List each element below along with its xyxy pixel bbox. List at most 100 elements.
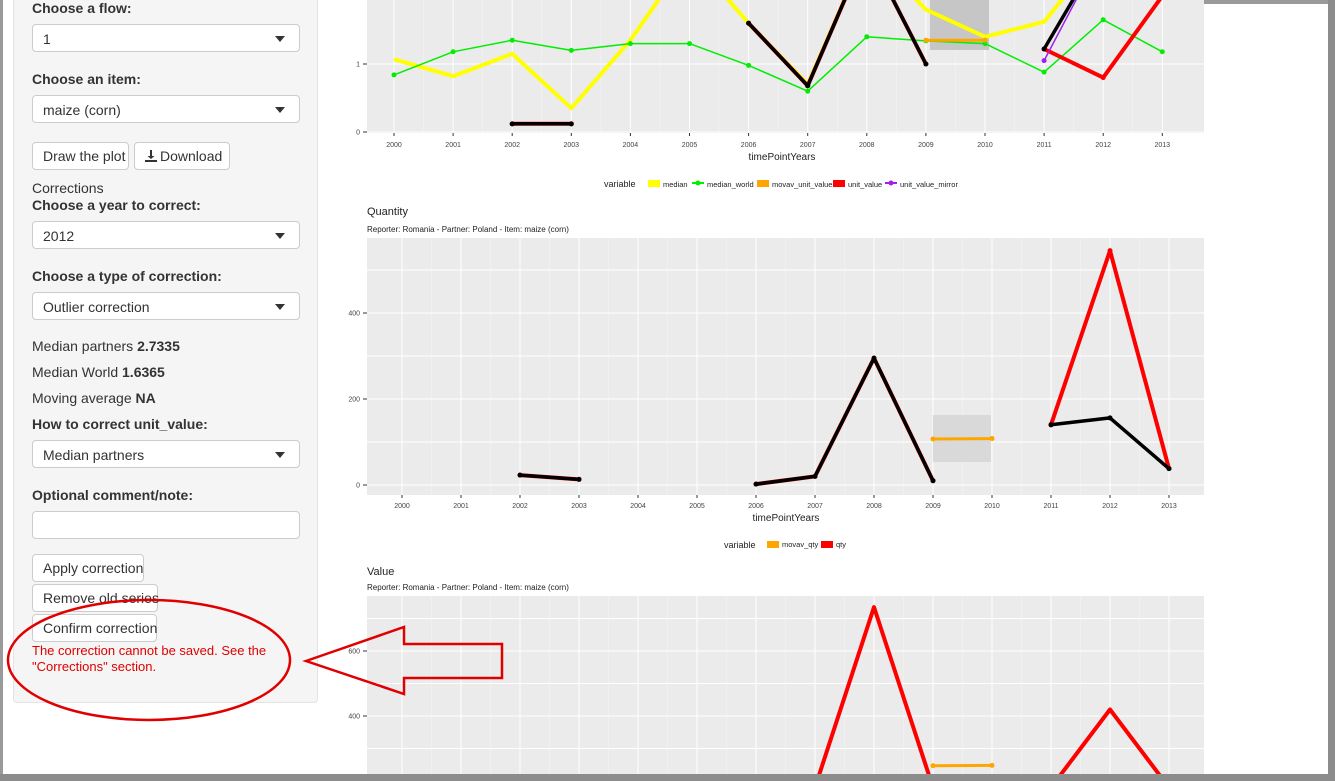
data-point-qty_old <box>812 473 818 479</box>
moving-average-label: Moving average <box>32 390 132 406</box>
unit-value-xlabel: timePointYears <box>749 152 816 163</box>
data-point-qty_old <box>1048 422 1054 428</box>
unit-value-series <box>391 0 1165 127</box>
x-tick-label: 2004 <box>630 503 646 510</box>
legend-key-median-world-point <box>695 180 701 186</box>
median-world-label: Median World <box>32 364 119 380</box>
x-tick-label: 2006 <box>748 503 764 510</box>
data-point-median_world <box>1041 69 1047 75</box>
data-point-qty_old <box>930 478 936 484</box>
comment-input[interactable] <box>32 511 300 539</box>
how-to-correct-select[interactable]: Median partners <box>32 440 300 468</box>
data-point-qty_old <box>1166 466 1172 472</box>
unit-value-axes: 2000 2001 2002 2003 2004 2005 2006 2007 2008 2009… <box>356 62 1170 150</box>
median-world-value: 1.6365 <box>122 364 165 380</box>
data-point-unit_value_old <box>568 121 574 127</box>
y-tick-label: 0 <box>356 130 360 137</box>
data-point-median_world <box>568 47 574 53</box>
data-point-movav_unit_value <box>982 37 988 43</box>
data-point-qty <box>1107 248 1113 254</box>
legend-key-movav-qty <box>767 541 779 548</box>
data-point-unit_value_old <box>1041 46 1047 52</box>
correction-type-value: Outlier correction <box>43 299 150 315</box>
data-point-median_world <box>1100 17 1106 23</box>
data-point-unit_value_old <box>923 61 929 67</box>
quantity-series <box>517 248 1172 487</box>
data-point-median_world <box>687 41 692 47</box>
corrections-title: Corrections <box>32 180 104 196</box>
item-select[interactable]: maize (corn) <box>32 95 300 123</box>
flow-select[interactable]: 1 <box>32 24 300 52</box>
x-tick-label: 2006 <box>741 142 757 149</box>
legend-median-world: median_world <box>707 180 754 189</box>
data-point-median_world <box>805 88 811 94</box>
median-partners-label: Median partners <box>32 338 134 354</box>
legend-key-movav <box>757 180 769 187</box>
quantity-title: Quantity <box>367 206 408 218</box>
data-point-qty_old <box>871 355 877 361</box>
x-tick-label: 2000 <box>386 142 402 149</box>
data-point-median_world <box>1159 49 1165 55</box>
data-point-qty_old <box>753 481 759 487</box>
series-line-unit_value_mirror <box>1043 0 1077 61</box>
flow-label: Choose a flow: <box>32 0 132 16</box>
chevron-down-icon <box>275 107 285 113</box>
data-point-unit_value_mirror <box>1041 58 1047 64</box>
data-point-unit_value <box>1100 75 1106 81</box>
quantity-legend: variable movav_qty qty <box>724 540 846 550</box>
window-frame-left <box>0 0 3 781</box>
x-tick-label: 2001 <box>453 503 469 510</box>
x-tick-label: 2003 <box>571 503 587 510</box>
data-point-unit_value_old <box>805 83 811 89</box>
x-tick-label: 2008 <box>866 503 882 510</box>
x-tick-label: 2013 <box>1155 142 1171 149</box>
y-tick-label: 200 <box>348 397 360 404</box>
x-tick-label: 2013 <box>1161 503 1177 510</box>
y-tick-label: 600 <box>348 649 360 656</box>
how-to-correct-label: How to correct unit_value: <box>32 416 208 432</box>
legend-key-median <box>648 180 660 187</box>
legend-unit-value: unit_value <box>848 180 882 189</box>
legend-qty: qty <box>836 540 846 549</box>
quantity-subtitle: Reporter: Romania - Partner: Poland - It… <box>367 225 569 234</box>
legend-movav-qty: movav_qty <box>782 540 819 549</box>
x-tick-label: 2011 <box>1043 503 1058 510</box>
data-point-qty_old <box>576 476 582 482</box>
median-world-text: Median World 1.6365 <box>32 364 165 380</box>
correction-type-select[interactable]: Outlier correction <box>32 292 300 320</box>
year-value: 2012 <box>43 228 75 244</box>
data-point-median_world <box>746 62 752 68</box>
x-tick-label: 2007 <box>807 503 823 510</box>
data-point-median_world <box>391 72 397 78</box>
value-subtitle: Reporter: Romania - Partner: Poland - It… <box>367 583 569 592</box>
data-point-qty_old <box>1107 415 1113 421</box>
apply-correction-button[interactable]: Apply correction <box>32 554 144 582</box>
series-line-median_world <box>393 19 1163 92</box>
chevron-down-icon <box>275 36 285 42</box>
value-series <box>817 605 1162 774</box>
legend-unit-value-mirror: unit_value_mirror <box>900 180 958 189</box>
median-partners-text: Median partners 2.7335 <box>32 338 180 354</box>
draw-plot-button[interactable]: Draw the plot <box>32 142 129 170</box>
median-partners-value: 2.7335 <box>137 338 180 354</box>
x-tick-label: 2002 <box>504 142 520 149</box>
legend-title: variable <box>604 179 636 189</box>
apply-correction-label: Apply correction <box>43 560 144 576</box>
x-tick-label: 2005 <box>689 503 705 510</box>
moving-average-text: Moving average NA <box>32 390 156 406</box>
series-line-unit_value_old <box>747 21 809 88</box>
download-button[interactable]: Download <box>134 142 230 170</box>
y-tick-label: 400 <box>348 311 360 318</box>
y-tick-label: 1 <box>356 62 360 69</box>
window-frame-top <box>1197 0 1335 4</box>
data-point-movav_qty <box>930 436 936 442</box>
chevron-down-icon <box>275 233 285 239</box>
year-select[interactable]: 2012 <box>32 221 300 249</box>
data-point-unit_value_old <box>509 121 515 127</box>
x-tick-label: 2009 <box>925 503 941 510</box>
series-line-qty_old <box>755 356 935 486</box>
chevron-down-icon <box>275 452 285 458</box>
x-tick-label: 2012 <box>1095 142 1111 149</box>
value-axes: 400 600 <box>348 649 367 721</box>
correction-type-label: Choose a type of correction: <box>32 268 222 284</box>
